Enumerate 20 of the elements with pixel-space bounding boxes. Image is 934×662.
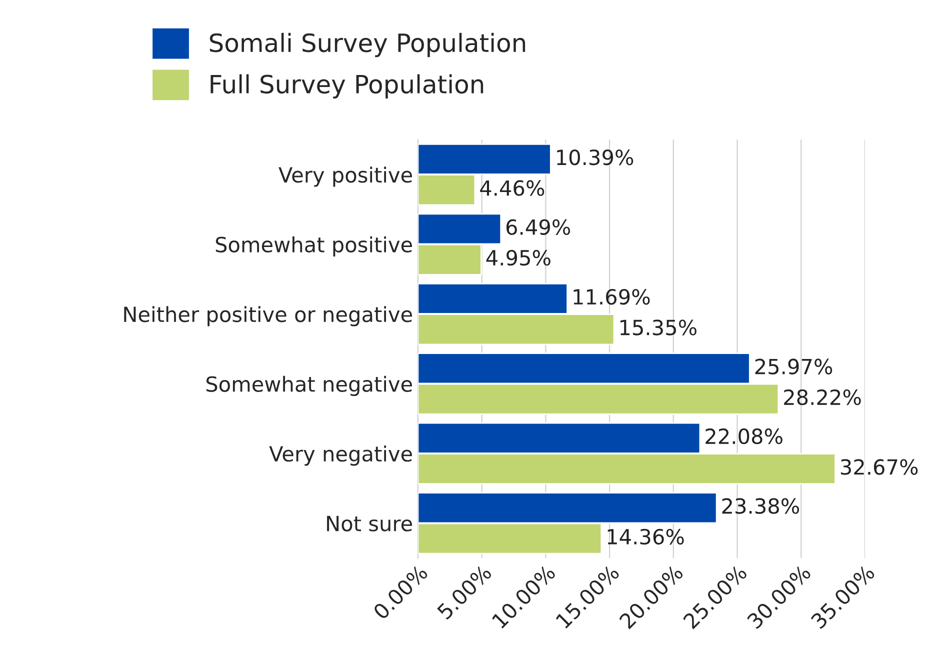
y-tick-label: Somewhat negative xyxy=(206,376,412,396)
legend-label: Somali Survey Population xyxy=(210,32,526,58)
data-label: 32.67% xyxy=(840,459,918,475)
data-label: 25.97% xyxy=(755,358,832,374)
data-label: 10.39% xyxy=(557,149,634,166)
data-label: 6.49% xyxy=(506,219,570,235)
data-label: 28.22% xyxy=(784,389,861,406)
data-label: 14.36% xyxy=(608,528,684,545)
data-label: 23.38% xyxy=(722,498,800,514)
y-tick-label: Very positive xyxy=(278,166,412,187)
data-label: 4.95% xyxy=(486,250,550,266)
data-label: 15.35% xyxy=(620,320,696,336)
y-tick-label: Neither positive or negative xyxy=(124,306,412,326)
data-label: 11.69% xyxy=(574,288,650,305)
data-label: 4.46% xyxy=(480,180,544,196)
legend-label: Full Survey Population xyxy=(210,74,484,98)
data-label: 22.08% xyxy=(706,428,782,444)
y-tick-label: Somewhat positive xyxy=(216,236,412,257)
y-tick-label: Very negative xyxy=(269,446,412,466)
y-tick-label: Not sure xyxy=(327,516,412,532)
